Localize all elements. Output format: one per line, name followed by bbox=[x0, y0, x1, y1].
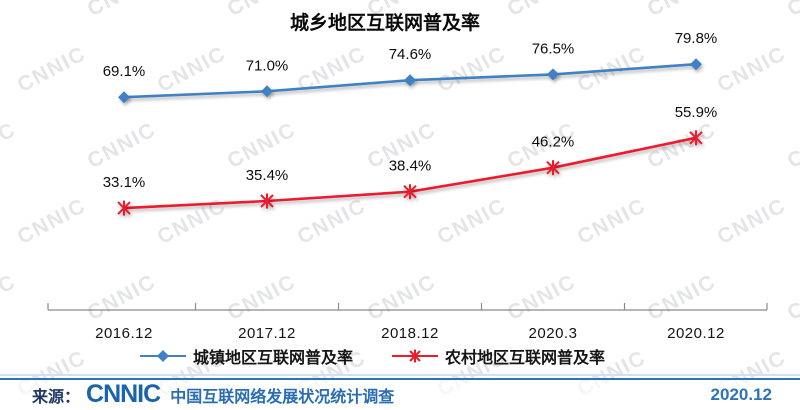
cnnic-logo: CNNIC bbox=[86, 379, 161, 408]
legend-marker-rural-star-icon bbox=[392, 349, 438, 363]
legend-label-rural: 农村地区互联网普及率 bbox=[445, 350, 606, 367]
source-label: 来源： bbox=[32, 389, 81, 406]
x-tick-label: 2020.3 bbox=[529, 325, 578, 340]
x-tick-label: 2016.12 bbox=[95, 325, 153, 340]
data-point-label: 38.4% bbox=[389, 158, 432, 175]
chart-title: 城乡地区互联网普及率 bbox=[290, 11, 480, 34]
legend-item-rural: 农村地区互联网普及率 bbox=[391, 344, 605, 368]
data-point-label: 79.8% bbox=[675, 30, 718, 47]
data-point-marker bbox=[403, 184, 417, 200]
data-point-marker bbox=[260, 193, 274, 209]
data-point-label: 33.1% bbox=[103, 174, 146, 191]
data-point-label: 76.5% bbox=[532, 40, 575, 57]
footer-hairline bbox=[0, 374, 800, 376]
data-point-marker bbox=[690, 58, 702, 71]
legend-item-urban: 城镇地区互联网普及率 bbox=[139, 344, 353, 368]
data-point-marker bbox=[546, 160, 560, 176]
chart-area: 城乡地区互联网普及率 2016.12 2017.12 2018.12 2020.3 202… bbox=[47, 11, 768, 342]
data-point-label: 69.1% bbox=[103, 63, 146, 80]
survey-title: 中国互联网络发展状况统计调查 bbox=[170, 389, 395, 406]
data-point-label: 74.6% bbox=[389, 46, 432, 63]
data-point-label: 46.2% bbox=[532, 134, 575, 151]
legend-label-urban: 城镇地区互联网普及率 bbox=[192, 350, 353, 367]
legend-marker-urban-diamond-icon bbox=[139, 350, 186, 362]
data-point-label: 35.4% bbox=[246, 167, 289, 184]
data-point-label: 55.9% bbox=[675, 104, 718, 121]
x-tick-label: 2017.12 bbox=[238, 325, 296, 340]
x-tick-label: 2020.12 bbox=[667, 325, 725, 340]
data-point-marker bbox=[689, 130, 703, 146]
report-edition: 2020.12 bbox=[710, 385, 772, 404]
footer-bar: 来源： CNNIC 中国互联网络发展状况统计调查 2020.12 bbox=[0, 378, 800, 410]
data-point-marker bbox=[547, 68, 559, 81]
chart-legend: 城镇地区互联网普及率 农村地区互联网普及率 bbox=[0, 343, 800, 369]
data-point-marker bbox=[261, 85, 273, 98]
data-point-marker bbox=[117, 200, 131, 216]
x-tick-label: 2018.12 bbox=[381, 325, 439, 340]
data-point-label: 71.0% bbox=[246, 57, 289, 74]
line-chart: 城乡地区互联网普及率 2016.12 2017.12 2018.12 2020.3 202… bbox=[47, 11, 768, 342]
footer-source-group: 来源： CNNIC 中国互联网络发展状况统计调查 bbox=[32, 379, 395, 408]
data-point-marker bbox=[404, 74, 416, 87]
data-point-marker bbox=[118, 91, 130, 104]
